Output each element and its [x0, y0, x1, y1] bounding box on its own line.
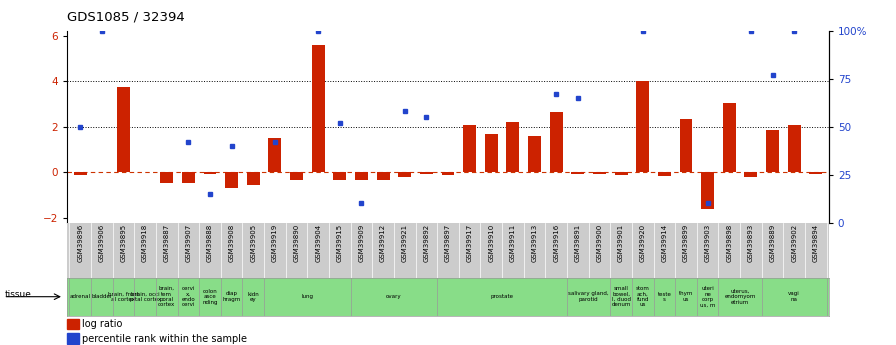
Text: GSM39914: GSM39914 [661, 224, 668, 262]
Bar [442, 172, 454, 175]
Bar [506, 122, 520, 172]
Text: GSM39888: GSM39888 [207, 224, 213, 262]
Bar [572, 172, 584, 174]
Text: GSM39917: GSM39917 [467, 224, 472, 262]
Text: brain, occi
pital cortex: brain, occi pital cortex [130, 292, 160, 302]
Text: uterus,
endomyom
etrium: uterus, endomyom etrium [724, 289, 756, 305]
Text: brain,
tem
poral
cortex: brain, tem poral cortex [158, 286, 176, 307]
Bar [788, 125, 801, 172]
Text: GSM39912: GSM39912 [380, 224, 386, 262]
Bar [398, 172, 411, 177]
Bar [463, 125, 476, 172]
Bar [160, 172, 173, 183]
Text: GDS1085 / 32394: GDS1085 / 32394 [67, 10, 185, 23]
Text: lung: lung [301, 294, 314, 299]
Text: GSM39897: GSM39897 [445, 224, 451, 262]
Text: GSM39887: GSM39887 [164, 224, 169, 262]
Bar [485, 134, 498, 172]
Text: salivary gland,
parotid: salivary gland, parotid [568, 292, 609, 302]
Text: GSM39896: GSM39896 [77, 224, 83, 262]
Text: cervi
x,
endo
cervi: cervi x, endo cervi [182, 286, 195, 307]
Text: vagi
na: vagi na [788, 292, 800, 302]
Text: GSM39893: GSM39893 [748, 224, 754, 262]
Bar [679, 119, 693, 172]
Text: brain, front
al cortex: brain, front al cortex [108, 292, 139, 302]
Bar [73, 172, 87, 175]
Bar [702, 172, 714, 209]
Bar [376, 172, 390, 180]
Text: GSM39920: GSM39920 [640, 224, 646, 262]
Text: bladder: bladder [91, 294, 112, 299]
Text: GSM39892: GSM39892 [424, 224, 429, 262]
Bar [246, 172, 260, 185]
Bar [203, 172, 217, 174]
Bar [67, 333, 79, 344]
Text: kidn
ey: kidn ey [247, 292, 259, 302]
Bar [766, 130, 779, 172]
Bar [225, 172, 238, 188]
Bar [658, 172, 671, 176]
Bar [528, 136, 541, 172]
Text: diap
hragm: diap hragm [222, 292, 241, 302]
Text: GSM39915: GSM39915 [337, 224, 343, 262]
Bar [636, 81, 650, 172]
Text: GSM39906: GSM39906 [99, 224, 105, 262]
Text: GSM39895: GSM39895 [120, 224, 126, 262]
Text: teste
s: teste s [658, 292, 671, 302]
Text: GSM39899: GSM39899 [683, 224, 689, 262]
Bar [809, 172, 823, 174]
Bar [615, 172, 627, 175]
Text: GSM39891: GSM39891 [575, 224, 581, 262]
Text: stom
ach,
fund
us: stom ach, fund us [636, 286, 650, 307]
Text: GSM39910: GSM39910 [488, 224, 495, 262]
Text: GSM39901: GSM39901 [618, 224, 625, 262]
Text: log ratio: log ratio [82, 319, 123, 329]
Text: GSM39918: GSM39918 [142, 224, 148, 262]
Text: ovary: ovary [386, 294, 401, 299]
Text: GSM39904: GSM39904 [315, 224, 321, 262]
Text: GSM39919: GSM39919 [271, 224, 278, 262]
Text: percentile rank within the sample: percentile rank within the sample [82, 334, 247, 344]
Text: small
bowel,
I, duod
denum: small bowel, I, duod denum [611, 286, 631, 307]
Bar [593, 172, 606, 174]
Text: tissue: tissue [4, 290, 31, 299]
Text: GSM39921: GSM39921 [401, 224, 408, 262]
Text: GSM39903: GSM39903 [704, 224, 711, 262]
Bar [549, 112, 563, 172]
Text: GSM39908: GSM39908 [228, 224, 235, 262]
Text: GSM39902: GSM39902 [791, 224, 797, 262]
Bar [67, 319, 79, 329]
Text: GSM39900: GSM39900 [597, 224, 602, 262]
Text: uteri
ne
corp
us, m: uteri ne corp us, m [700, 286, 715, 307]
Text: GSM39905: GSM39905 [250, 224, 256, 262]
Bar [182, 172, 194, 183]
Text: GSM39907: GSM39907 [185, 224, 192, 262]
Text: thym
us: thym us [679, 292, 694, 302]
Text: adrenal: adrenal [70, 294, 90, 299]
Text: GSM39890: GSM39890 [294, 224, 299, 262]
Bar [723, 103, 736, 172]
Text: GSM39898: GSM39898 [727, 224, 732, 262]
Bar [420, 172, 433, 174]
Bar [290, 172, 303, 180]
Text: colon
asce
nding: colon asce nding [202, 289, 218, 305]
Text: GSM39894: GSM39894 [813, 224, 819, 262]
Text: GSM39889: GSM39889 [770, 224, 776, 262]
Text: GSM39909: GSM39909 [358, 224, 365, 262]
Text: prostate: prostate [491, 294, 513, 299]
Bar [117, 87, 130, 172]
Bar [333, 172, 347, 180]
Bar [312, 45, 324, 172]
Text: GSM39913: GSM39913 [531, 224, 538, 262]
Text: GSM39911: GSM39911 [510, 224, 516, 262]
Bar [269, 138, 281, 172]
Bar [745, 172, 757, 177]
Text: GSM39916: GSM39916 [553, 224, 559, 262]
Bar [355, 172, 368, 180]
